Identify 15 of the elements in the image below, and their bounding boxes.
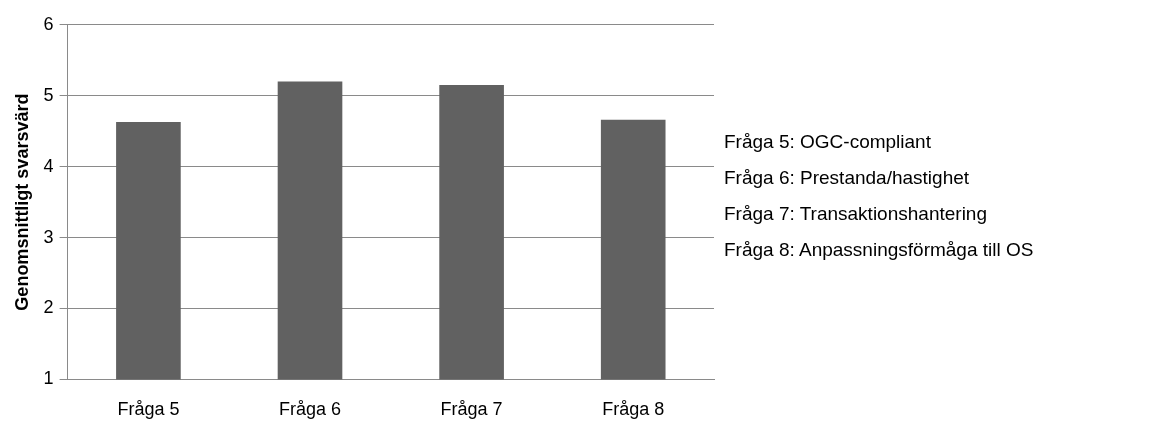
y-tick-label: 5 [43,84,54,105]
y-tick-label: 4 [43,155,54,176]
x-tick-label: Fråga 5 [117,399,180,420]
y-tick-label: 2 [43,297,54,318]
y-axis-title: Genomsnittligt svarsvärd [11,93,32,311]
text: Fråga 8: Anpassningsförmåga till OS [724,237,1034,262]
text: Fråga 6: Prestanda/hastighet [724,165,971,190]
y-tick-label: 1 [43,368,54,389]
x-tick-label: Fråga 8 [602,399,665,420]
y-tick-label: 6 [43,13,54,34]
text: Fråga 5: OGC-compliant [724,129,932,154]
x-tick-label: Fråga 6 [278,399,342,420]
y-tick-label: 3 [43,226,54,247]
x-tick-label: Fråga 7 [440,399,503,420]
text: Fråga 7: Transaktionshantering [724,201,988,226]
